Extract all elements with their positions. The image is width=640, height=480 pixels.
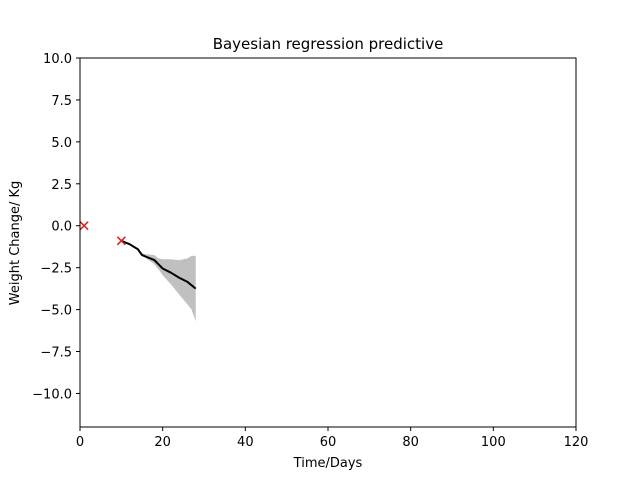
axis-ticks: 0 20 40 60 80 100 120 −10.0 −7.5 −5.0 −2.5 0.0 2.5 5.… [32, 52, 588, 450]
y-tick-label: −2.5 [40, 262, 72, 277]
chart-title: Bayesian regression predictive [213, 35, 444, 53]
y-axis-label: Weight Change/ Kg [8, 181, 23, 305]
y-tick-label: 7.5 [51, 94, 72, 109]
y-tick-label: 2.5 [51, 178, 72, 193]
y-tick-label: −7.5 [40, 346, 72, 361]
x-tick-label: 60 [320, 435, 337, 450]
x-tick-label: 120 [564, 435, 589, 450]
x-tick-label: 80 [402, 435, 419, 450]
observation-marker [79, 221, 89, 231]
y-tick-label: −10.0 [32, 387, 72, 402]
x-tick-label: 100 [481, 435, 506, 450]
y-tick-label: 5.0 [51, 136, 72, 151]
y-tick-label: 0.0 [51, 220, 72, 235]
y-tick-label: 10.0 [43, 52, 72, 67]
marker-stroke-b [116, 236, 126, 246]
x-tick-label: 40 [237, 435, 254, 450]
x-axis-label: Time/Days [293, 456, 363, 471]
observation-marker [116, 236, 126, 246]
x-tick-label: 0 [76, 435, 84, 450]
marker-stroke-b [79, 221, 89, 231]
credible-band-0 [121, 240, 196, 322]
plot-area [79, 221, 197, 322]
y-tick-label: −5.0 [40, 304, 72, 319]
mean-line-0 [120, 239, 197, 290]
plot-frame [79, 57, 577, 428]
x-tick-label: 20 [154, 435, 171, 450]
